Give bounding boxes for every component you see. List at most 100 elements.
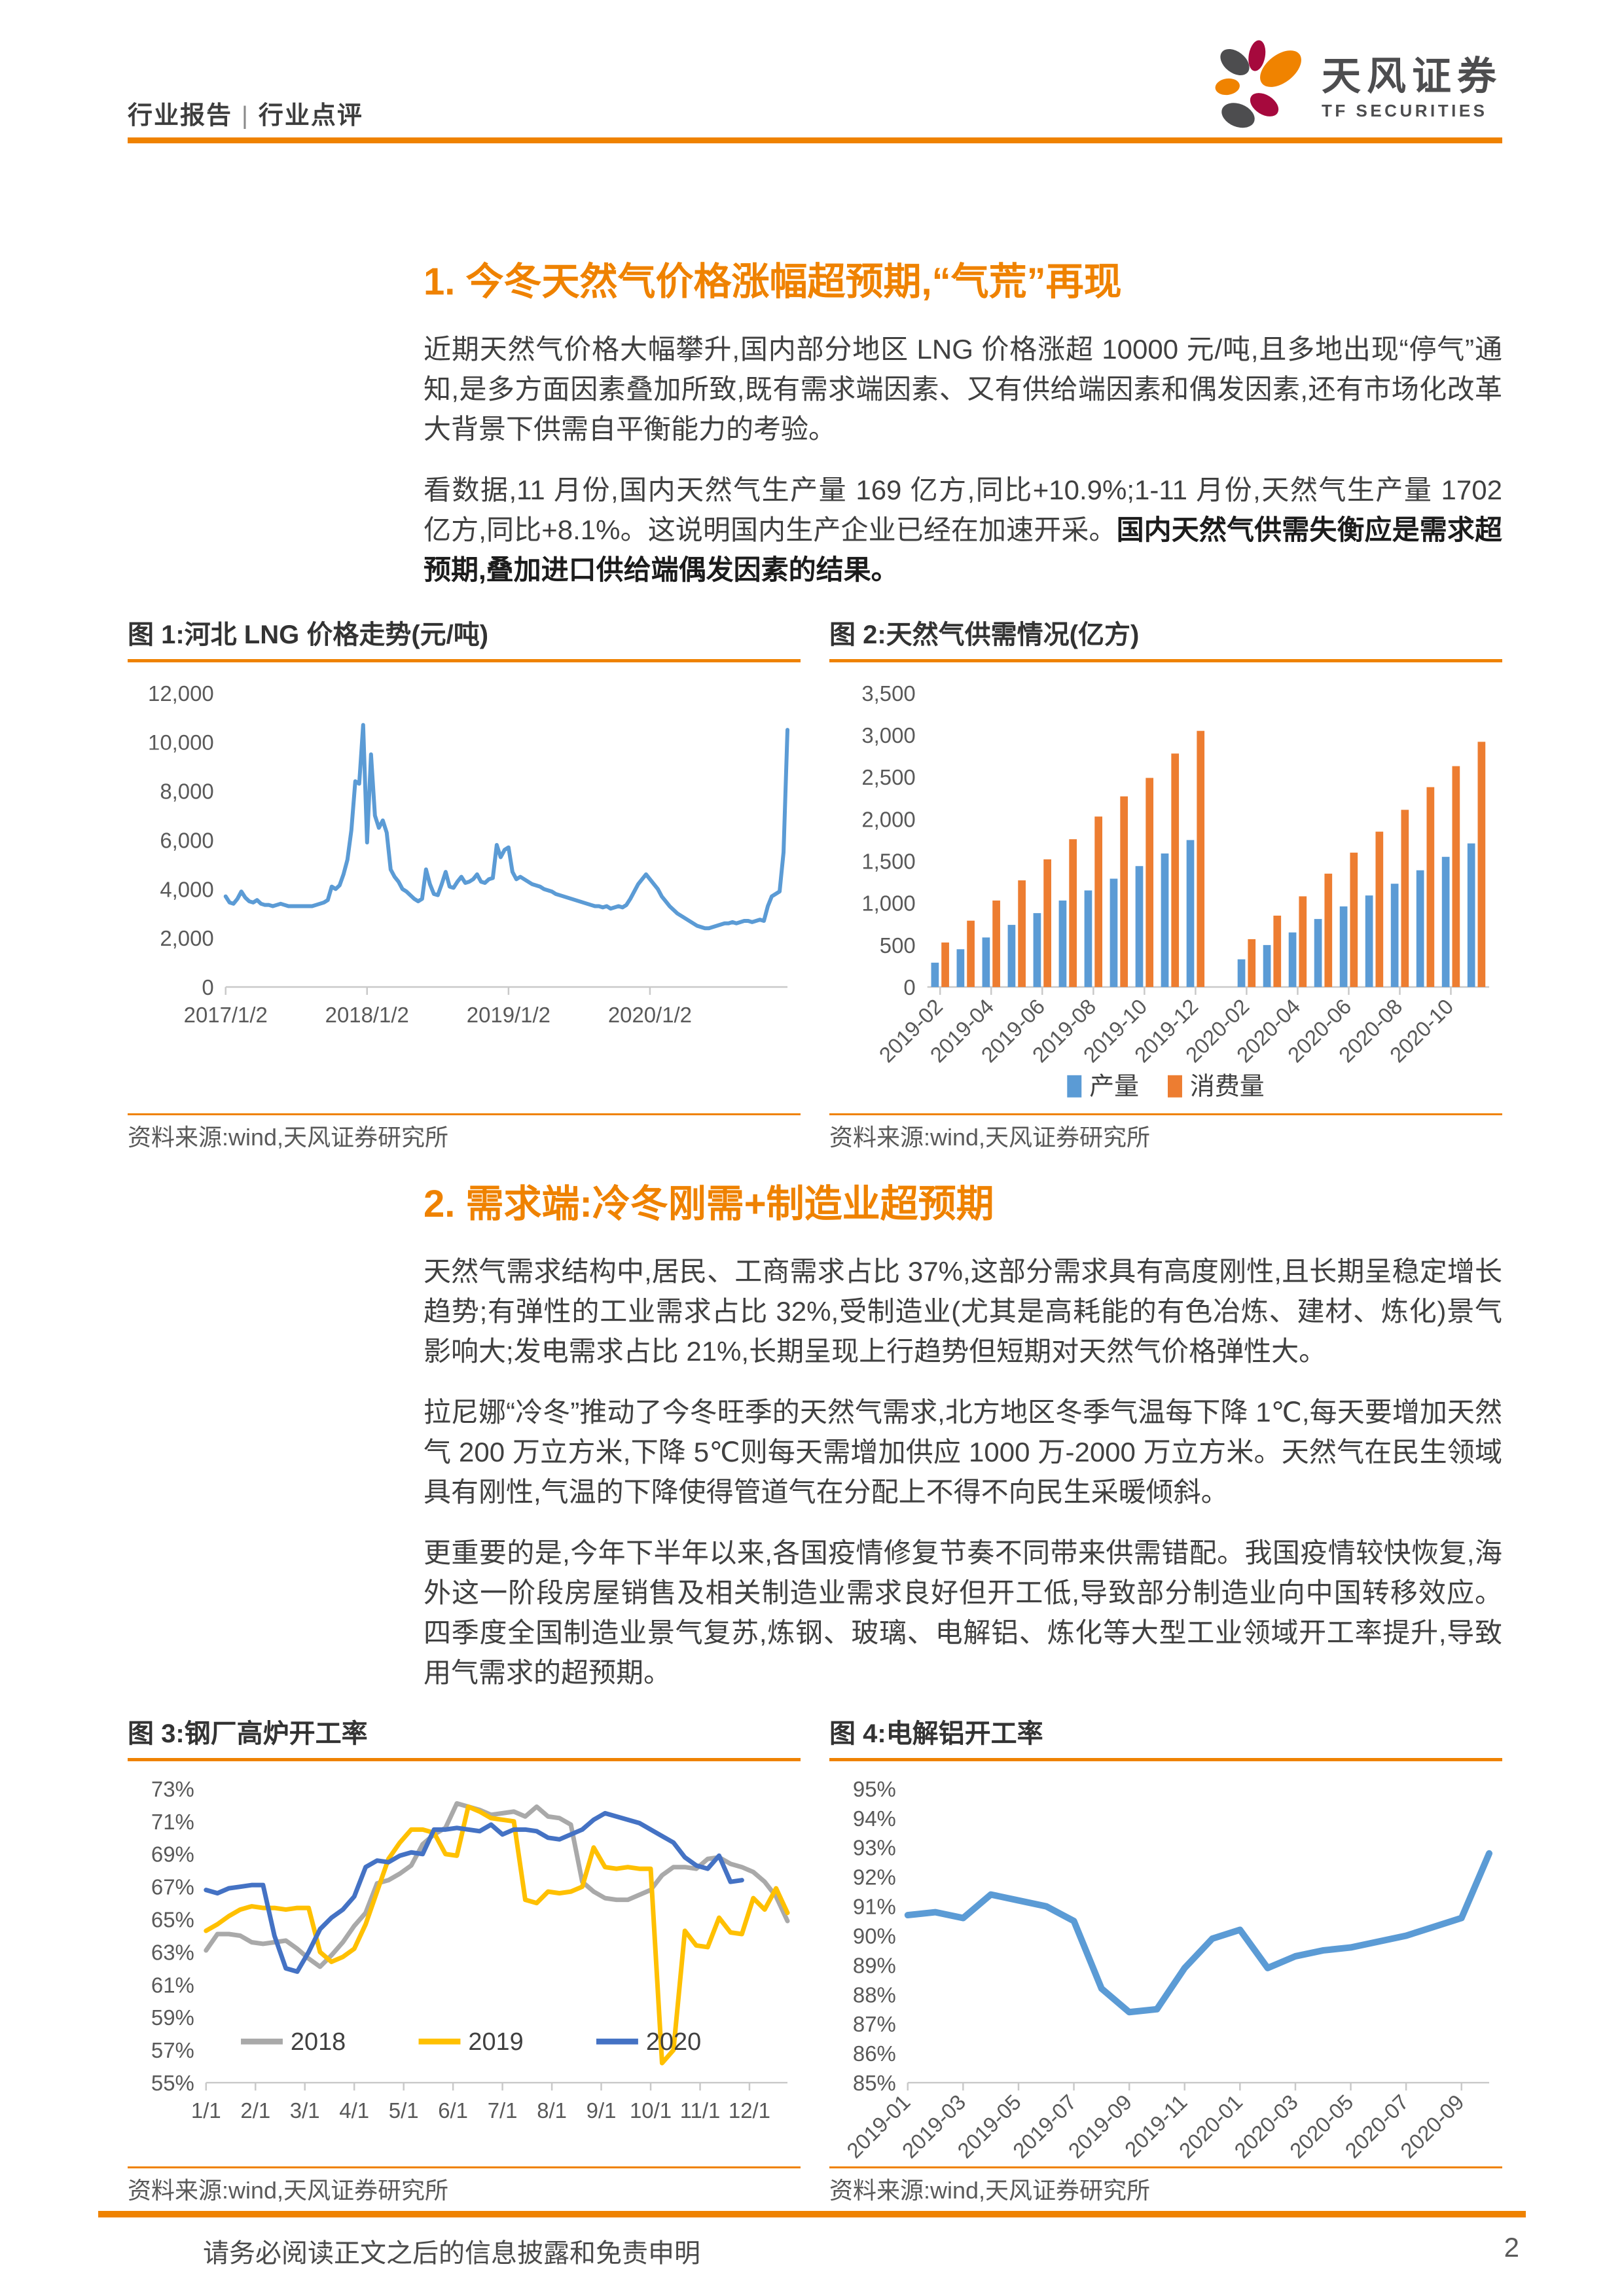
brand-text: 天风证券 TF SECURITIES [1322, 56, 1502, 121]
svg-text:73%: 73% [151, 1777, 194, 1801]
svg-text:65%: 65% [151, 1907, 194, 1931]
paragraph: 拉尼娜“冷冬”推动了今冬旺季的天然气需求,北方地区冬季气温每下降 1℃,每天要增… [424, 1396, 1502, 1507]
figure-4: 图 4:电解铝开工率 85% 86% 87% 88% 89% 90% 91% 92% 93% 94… [829, 1717, 1502, 2205]
svg-text:3/1: 3/1 [290, 2098, 320, 2123]
svg-text:85%: 85% [853, 2071, 896, 2095]
svg-text:5/1: 5/1 [389, 2098, 419, 2123]
figure-2-source-rule [829, 1113, 1502, 1115]
paragraph: 更重要的是,今年下半年以来,各国疫情修复节奏不同带来供需错配。我国疫情较快恢复,… [424, 1537, 1502, 1688]
figure-1-caption-rule [128, 659, 801, 662]
section-1-title: 1. 今冬天然气价格涨幅超预期,“气荒”再现 [424, 260, 1122, 303]
figure-4-caption: 图 4:电解铝开工率 [829, 1719, 1043, 1748]
svg-text:94%: 94% [853, 1806, 896, 1831]
paragraph: 看数据,11 月份,国内天然气生产量 169 亿方,同比+10.9%;1-11 … [424, 475, 1502, 585]
svg-text:3,000: 3,000 [861, 723, 915, 747]
svg-text:71%: 71% [151, 1810, 194, 1834]
svg-text:2,000: 2,000 [861, 807, 915, 831]
paragraph: 天然气需求结构中,居民、工商需求占比 37%,这部分需求具有高度刚性,且长期呈稳… [424, 1255, 1502, 1367]
svg-text:10,000: 10,000 [148, 730, 214, 755]
figure-2-caption: 图 2:天然气供需情况(亿方) [829, 620, 1140, 649]
report-category: 行业报告 [128, 102, 233, 130]
svg-text:2,000: 2,000 [160, 926, 213, 950]
svg-text:67%: 67% [151, 1874, 194, 1899]
figure-3-caption-rule [128, 1757, 801, 1761]
svg-text:2020/1/2: 2020/1/2 [608, 1003, 692, 1027]
svg-text:消费量: 消费量 [1190, 1073, 1265, 1101]
svg-text:69%: 69% [151, 1842, 194, 1866]
aluminum-rate-line-chart: 85%86%87%88%89%90%91%92%93%94%95%2019-01… [842, 1777, 1493, 2161]
footer-rule [98, 2211, 1526, 2217]
svg-text:2019/1/2: 2019/1/2 [467, 1003, 550, 1027]
svg-text:93%: 93% [853, 1835, 896, 1859]
figure-3: 图 3:钢厂高炉开工率 55% 57% 59% 61% 63% 65% 67% 69% 71% 7… [128, 1717, 801, 2205]
figure-4-caption-rule [829, 1757, 1502, 1761]
figure-1-caption: 图 1:河北 LNG 价格走势(元/吨) [128, 620, 489, 649]
svg-text:89%: 89% [853, 1953, 896, 1977]
figure-row-2: 图 3:钢厂高炉开工率 55% 57% 59% 61% 63% 65% 67% 69% 71% 7… [128, 1717, 1502, 2205]
svg-text:8,000: 8,000 [160, 780, 213, 804]
gas-supply-demand-bar-chart: 05001,0001,5002,0002,5003,0003,5002019-0… [861, 681, 1490, 1101]
svg-text:87%: 87% [853, 2012, 896, 2036]
figure-2: 图 2:天然气供需情况(亿方) 0 500 1,000 1,500 2,000 2,500… [829, 619, 1502, 1152]
svg-text:11/1: 11/1 [680, 2098, 721, 2123]
figure-3-source-rule [128, 2166, 801, 2168]
svg-text:2/1: 2/1 [240, 2098, 270, 2123]
brand-name-cn: 天风证券 [1322, 54, 1502, 98]
svg-text:91%: 91% [853, 1894, 896, 1918]
svg-text:产量: 产量 [1089, 1073, 1139, 1101]
svg-text:8/1: 8/1 [537, 2098, 567, 2123]
figure-1: 图 1:河北 LNG 价格走势(元/吨) 0 2,000 4,000 6,000 8,0… [128, 619, 801, 1152]
paragraph: 近期天然气价格大幅攀升,国内部分地区 LNG 价格涨超 10000 元/吨,且多… [424, 334, 1502, 444]
figure-1-source: 资料来源:wind,天风证券研究所 [128, 1123, 449, 1151]
figure-4-source: 资料来源:wind,天风证券研究所 [829, 2176, 1151, 2204]
svg-text:2018: 2018 [291, 2028, 346, 2056]
figure-4-source-rule [829, 2166, 1502, 2168]
svg-text:90%: 90% [853, 1924, 896, 1948]
svg-text:12/1: 12/1 [729, 2098, 770, 2123]
svg-text:4/1: 4/1 [339, 2098, 369, 2123]
section-2-title: 2. 需求端:冷冬刚需+制造业超预期 [424, 1182, 994, 1225]
svg-text:1,000: 1,000 [861, 891, 915, 916]
figure-2-caption-rule [829, 659, 1502, 662]
svg-text:7/1: 7/1 [488, 2098, 518, 2123]
svg-text:4,000: 4,000 [160, 877, 213, 901]
svg-text:2018/1/2: 2018/1/2 [325, 1003, 409, 1027]
svg-text:0: 0 [202, 975, 213, 999]
svg-text:0: 0 [903, 975, 915, 999]
svg-text:1,500: 1,500 [861, 850, 915, 874]
page-footer: 请务必阅读正文之后的信息披露和免责申明 2 [98, 2211, 1526, 2296]
figure-3-caption: 图 3:钢厂高炉开工率 [128, 1719, 368, 1748]
footer-disclaimer: 请务必阅读正文之后的信息披露和免责申明 [203, 2239, 700, 2268]
svg-text:88%: 88% [853, 1982, 896, 2007]
svg-text:3,500: 3,500 [861, 681, 915, 706]
tf-flower-icon [1215, 40, 1301, 128]
header-divider: | [242, 102, 249, 130]
svg-text:2020: 2020 [646, 2028, 701, 2056]
figure-1-source-rule [128, 1113, 801, 1115]
svg-text:6/1: 6/1 [438, 2098, 468, 2123]
svg-text:2019: 2019 [468, 2028, 523, 2056]
svg-text:1/1: 1/1 [191, 2098, 221, 2123]
svg-text:61%: 61% [151, 1973, 194, 1997]
svg-text:55%: 55% [151, 2071, 194, 2095]
svg-text:2,500: 2,500 [861, 765, 915, 789]
svg-text:92%: 92% [853, 1865, 896, 1889]
svg-text:2017/1/2: 2017/1/2 [184, 1003, 268, 1027]
svg-text:95%: 95% [853, 1777, 896, 1801]
svg-text:9/1: 9/1 [586, 2098, 617, 2123]
report-subcategory: 行业点评 [258, 102, 363, 130]
page-header: 行业报告 | 行业点评 天风证券 TF SECURITIES [0, 0, 1624, 143]
figure-row-1: 图 1:河北 LNG 价格走势(元/吨) 0 2,000 4,000 6,000 8,0… [128, 619, 1502, 1152]
svg-text:57%: 57% [151, 2038, 194, 2062]
header-rule [128, 137, 1502, 143]
svg-text:12,000: 12,000 [148, 681, 214, 706]
report-type-label: 行业报告 | 行业点评 [128, 95, 363, 137]
svg-text:500: 500 [880, 933, 916, 958]
lng-price-line-chart: 0 2,000 4,000 6,000 8,000 10,000 12,000 2017/1/… [148, 681, 790, 1027]
brand-logo: 天风证券 TF SECURITIES [1210, 39, 1502, 137]
svg-text:6,000: 6,000 [160, 828, 213, 852]
brand-name-en: TF SECURITIES [1322, 101, 1488, 120]
report-body: 1. 今冬天然气价格涨幅超预期,“气荒”再现 近期天然气价格大幅攀升,国内部分地… [0, 261, 1624, 2205]
svg-text:10/1: 10/1 [630, 2098, 672, 2123]
